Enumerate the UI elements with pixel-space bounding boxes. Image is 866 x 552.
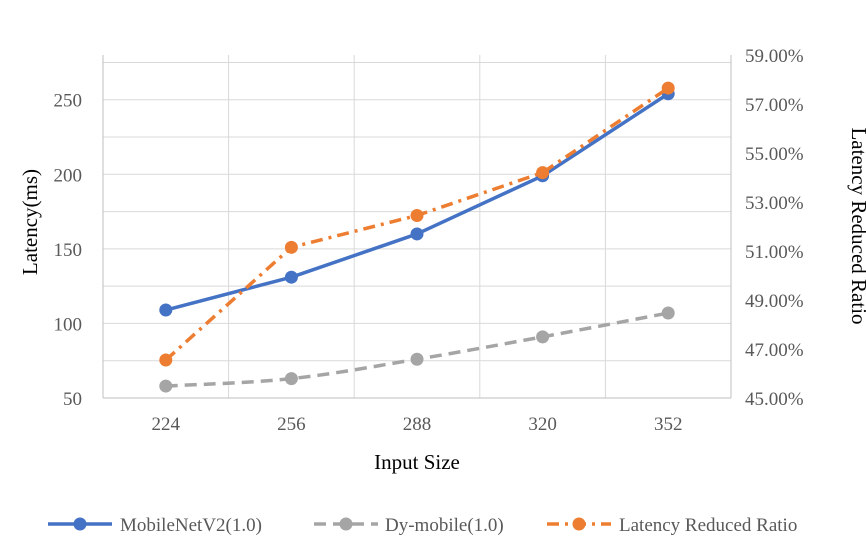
y2-axis-title: Latency Reduced Ratio — [847, 127, 866, 324]
legend-marker — [572, 517, 586, 531]
y-tick-label: 150 — [54, 240, 83, 261]
x-tick-label: 256 — [277, 414, 306, 435]
legend-label: MobileNetV2(1.0) — [120, 515, 262, 536]
series-line — [165, 92, 670, 312]
tick-labels: 50 100 150 200 250 45.00% 47.00% 49.00% 51.00% 53… — [54, 46, 804, 435]
axes — [102, 55, 732, 399]
y2-tick-label: 57.00% — [745, 95, 804, 116]
data-point — [284, 372, 298, 386]
data-point — [661, 81, 675, 95]
series-latency-reduced-ratio — [159, 81, 675, 367]
y2-tick-label: 45.00% — [745, 389, 804, 410]
data-point — [410, 352, 424, 366]
x-tick-label: 320 — [528, 414, 557, 435]
legend-item: Latency Reduced Ratio — [547, 515, 797, 536]
legend-item: MobileNetV2(1.0) — [48, 515, 262, 536]
series-line — [164, 86, 670, 362]
y-tick-label: 100 — [54, 314, 83, 335]
data-point — [284, 240, 298, 254]
legend-label: Latency Reduced Ratio — [619, 515, 797, 536]
data-point — [536, 330, 550, 344]
data-point — [661, 306, 675, 320]
legend: MobileNetV2(1.0) Dy-mobile(1.0) Latency Re… — [48, 515, 797, 536]
y-tick-label: 200 — [54, 165, 83, 186]
data-point — [159, 379, 173, 393]
legend-marker — [339, 517, 353, 531]
data-point — [284, 270, 298, 284]
y2-tick-label: 53.00% — [745, 193, 804, 214]
gridlines — [103, 55, 732, 398]
series-mobilenetv2-1-0 — [159, 87, 675, 317]
data-point — [159, 303, 173, 317]
y2-tick-label: 51.00% — [745, 242, 804, 263]
series-line — [165, 311, 669, 388]
y2-tick-label: 47.00% — [745, 340, 804, 361]
series-dy-mobile-1-0 — [159, 306, 675, 393]
data-point — [536, 166, 550, 180]
y-axis-title: Latency(ms) — [18, 169, 42, 275]
data-point — [410, 227, 424, 241]
data-point — [159, 353, 173, 367]
series-layer — [159, 81, 675, 393]
x-tick-label: 288 — [403, 414, 432, 435]
y-tick-label: 50 — [63, 389, 82, 410]
y2-tick-label: 59.00% — [745, 46, 804, 67]
x-tick-label: 224 — [152, 414, 181, 435]
legend-item: Dy-mobile(1.0) — [314, 515, 504, 536]
y2-tick-label: 55.00% — [745, 144, 804, 165]
legend-marker — [73, 517, 87, 531]
x-axis-title: Input Size — [374, 450, 460, 474]
y-tick-label: 250 — [54, 91, 83, 112]
data-point — [410, 208, 424, 222]
y2-tick-label: 49.00% — [745, 291, 804, 312]
x-tick-label: 352 — [654, 414, 683, 435]
legend-label: Dy-mobile(1.0) — [385, 515, 504, 536]
